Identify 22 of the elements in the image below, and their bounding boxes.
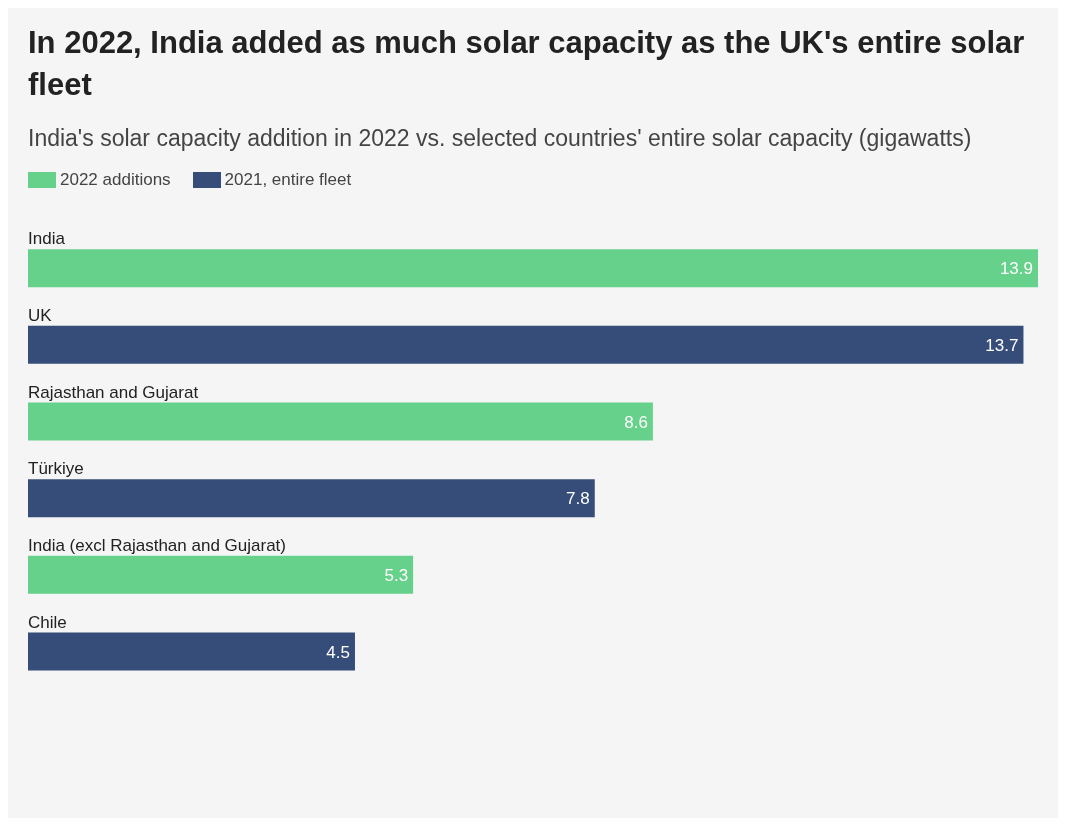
legend-label: 2022 additions [60,170,171,190]
data-label: 13.7 [985,335,1019,355]
y-tick-label: India (excl Rajasthan and Gujarat) [28,536,286,555]
y-tick-label: India [28,229,66,249]
y-tick-label: Türkiye [28,459,84,479]
bar [28,479,595,518]
data-label: 7.8 [566,489,590,509]
bar [28,555,414,594]
data-label: 13.9 [999,259,1033,279]
bar [28,325,1024,364]
bar [28,402,653,441]
data-label: 4.5 [326,642,350,662]
y-tick-label: Chile [28,612,67,632]
legend-label: 2021, entire fleet [224,170,352,190]
y-tick-label: Rajasthan and Gujarat [28,382,199,402]
data-label: 8.6 [624,412,648,432]
bar [28,249,1038,288]
chart-subtitle: India's solar capacity addition in 2022 vs. selected countries' entire solar capacity (gigawatts) [28,124,973,153]
y-tick-label: UK [28,306,53,325]
bar [28,632,355,671]
chart-title: In 2022, India added as much solar capacity as the UK's entire solar fleet [28,24,1026,104]
data-label: 5.3 [384,565,409,585]
